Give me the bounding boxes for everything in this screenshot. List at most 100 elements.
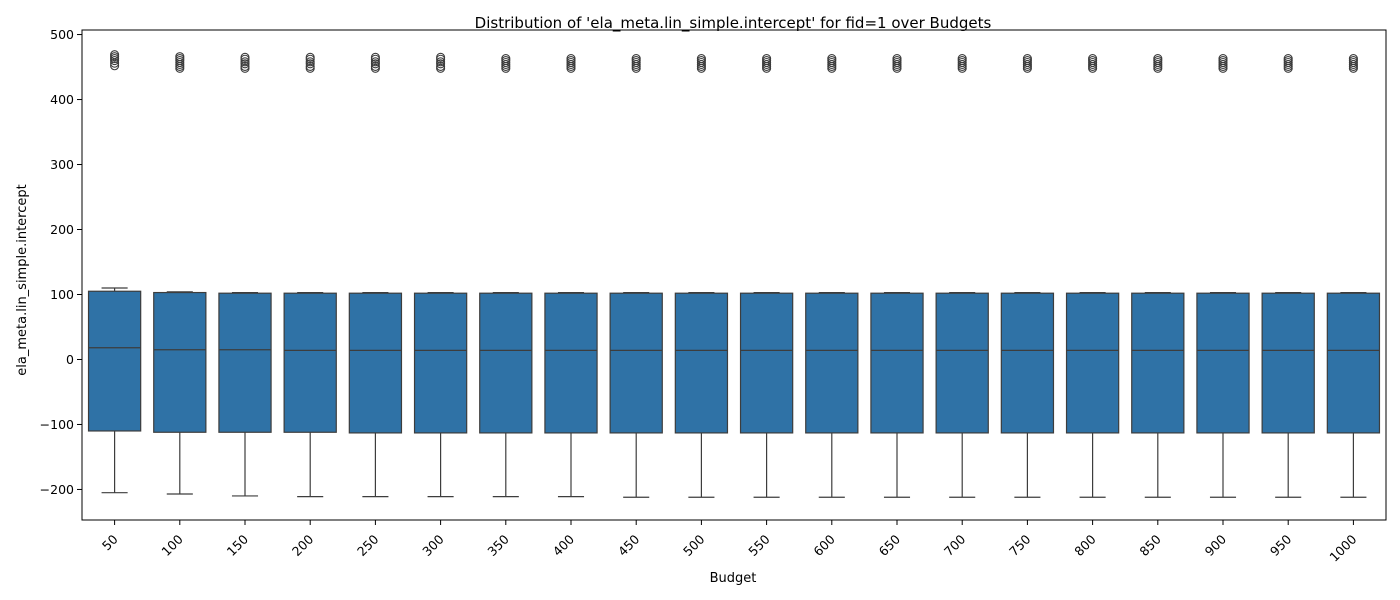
x-tick-label: 750 (1006, 531, 1034, 559)
box-iqr (1326, 292, 1381, 434)
outlier-point (305, 52, 315, 62)
outlier-point (762, 54, 772, 64)
box-iqr (935, 292, 989, 434)
boxes-group (87, 50, 1381, 498)
x-tick-label: 900 (1202, 531, 1230, 559)
box-900 (1196, 54, 1250, 498)
outlier-point (110, 61, 120, 71)
box-iqr (218, 292, 272, 433)
y-tick-label: 0 (66, 352, 74, 367)
outlier-point (696, 54, 706, 64)
box-iqr (1131, 292, 1185, 434)
x-axis: 50 100 150 200 250 300 350 400 450 500 550 600 650 70… (99, 520, 1360, 565)
x-tick-label: 550 (745, 531, 773, 559)
box-250 (348, 52, 403, 498)
outlier-point (305, 57, 315, 67)
x-tick-label: 850 (1136, 531, 1164, 559)
box-350 (479, 54, 533, 498)
x-tick-label: 650 (876, 531, 904, 559)
box-iqr (805, 292, 859, 434)
box-600 (805, 54, 859, 498)
chart-title: Distribution of 'ela_meta.lin_simple.int… (475, 14, 992, 33)
outlier-point (370, 57, 380, 67)
y-tick-label: −100 (40, 417, 74, 432)
y-tick-label: −200 (40, 482, 74, 497)
outlier-point (240, 52, 250, 62)
x-tick-label: 350 (484, 531, 512, 559)
box-iqr (87, 290, 142, 432)
box-iqr (609, 292, 663, 434)
x-tick-label: 950 (1267, 531, 1295, 559)
box-950 (1261, 54, 1315, 498)
x-tick-label: 1000 (1326, 531, 1359, 564)
outlier-point (240, 57, 250, 67)
box-iqr (544, 292, 598, 434)
y-axis-label: ela_meta.lin_simple.intercept (15, 184, 30, 375)
x-tick-label: 300 (419, 531, 447, 559)
outlier-point (240, 61, 250, 71)
box-iqr (153, 291, 207, 433)
box-650 (870, 54, 924, 498)
outlier-point (566, 54, 576, 64)
outlier-point (631, 54, 641, 64)
x-tick-label: 500 (680, 531, 708, 559)
outlier-point (1283, 54, 1293, 64)
x-tick-label: 400 (550, 531, 578, 559)
outlier-point (436, 57, 446, 67)
box-iqr (1196, 292, 1250, 434)
outlier-point (957, 54, 967, 64)
box-550 (739, 54, 794, 498)
box-iqr (1065, 292, 1120, 434)
x-axis-label: Budget (710, 571, 757, 586)
outlier-point (370, 61, 380, 71)
box-850 (1131, 54, 1185, 498)
outlier-point (501, 54, 511, 64)
outlier-point (370, 52, 380, 62)
y-tick-label: 100 (50, 287, 74, 302)
box-200 (283, 52, 337, 498)
outlier-point (305, 61, 315, 71)
box-iqr (674, 292, 729, 434)
x-tick-label: 450 (615, 531, 643, 559)
outlier-point (1088, 54, 1098, 64)
outlier-point (1153, 54, 1163, 64)
outlier-point (436, 61, 446, 71)
outlier-point (1022, 54, 1032, 64)
y-tick-label: 200 (50, 222, 74, 237)
box-50 (87, 50, 142, 494)
x-tick-label: 200 (289, 531, 317, 559)
outlier-point (1218, 54, 1228, 64)
x-tick-label: 600 (810, 531, 838, 559)
x-tick-label: 250 (354, 531, 382, 559)
box-700 (935, 54, 989, 498)
outlier-point (827, 54, 837, 64)
box-iqr (348, 292, 403, 434)
box-iqr (1000, 292, 1055, 434)
box-500 (674, 54, 729, 498)
y-tick-label: 400 (50, 92, 74, 107)
outlier-point (1348, 54, 1358, 64)
box-1000 (1326, 54, 1381, 498)
x-tick-label: 50 (99, 531, 121, 553)
x-tick-label: 800 (1071, 531, 1099, 559)
outlier-point (436, 52, 446, 62)
box-750 (1000, 54, 1055, 498)
box-iqr (479, 292, 533, 434)
y-tick-label: 500 (50, 27, 74, 42)
outlier-point (892, 54, 902, 64)
x-tick-label: 700 (941, 531, 969, 559)
x-tick-label: 150 (224, 531, 252, 559)
x-tick-label: 100 (158, 531, 186, 559)
box-iqr (283, 292, 337, 433)
box-450 (609, 54, 663, 498)
box-150 (218, 52, 272, 497)
outlier-point (110, 50, 120, 60)
box-iqr (739, 292, 794, 434)
box-800 (1065, 54, 1120, 498)
plot-frame (81, 29, 1387, 521)
box-400 (544, 54, 598, 498)
box-300 (413, 52, 468, 498)
y-tick-label: 300 (50, 157, 74, 172)
outlier-point (175, 52, 185, 62)
